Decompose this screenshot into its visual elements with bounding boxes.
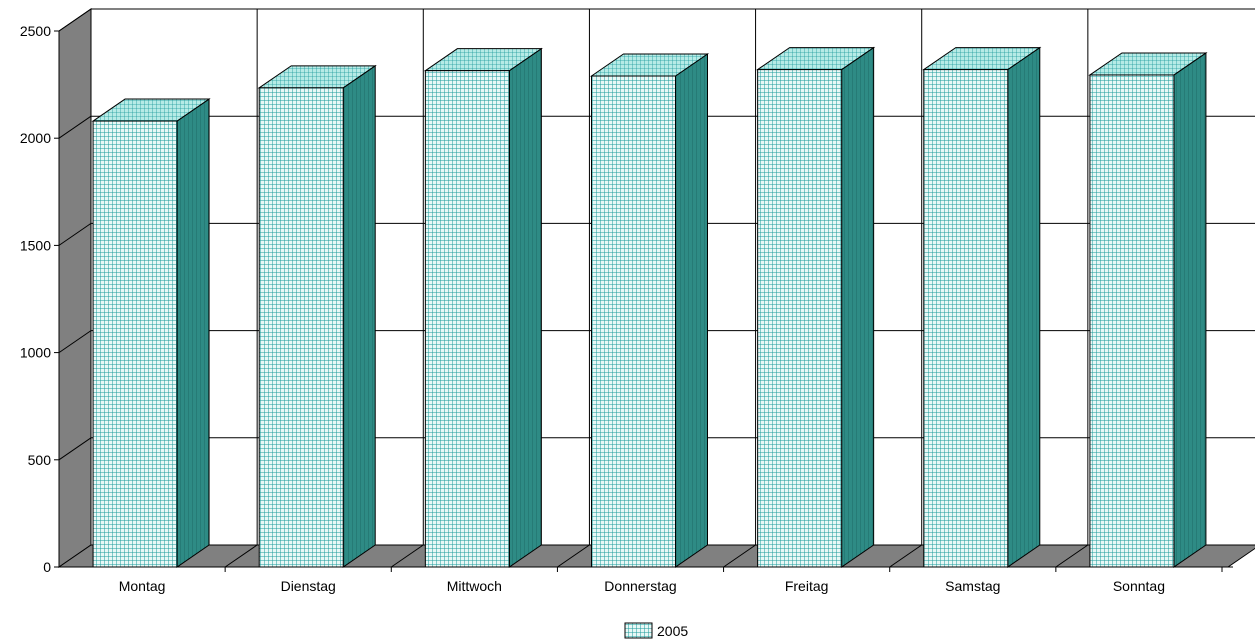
floor-divider <box>557 544 590 568</box>
legend: 2005 <box>624 622 688 639</box>
y-tick-label: 1500 <box>20 237 51 253</box>
floor-divider <box>391 544 424 568</box>
bar-series-2005 <box>91 46 1208 568</box>
bar-side <box>508 47 542 568</box>
floor-divider <box>889 544 922 568</box>
floor-divider <box>224 544 258 568</box>
gridline-side <box>58 222 92 246</box>
bar-freitag <box>756 46 876 568</box>
bar-front <box>591 75 676 568</box>
x-tick-label-dienstag: Dienstag <box>281 578 336 594</box>
bar-side <box>342 64 376 568</box>
x-tick-label-freitag: Freitag <box>785 578 829 594</box>
bar-dienstag <box>257 64 377 568</box>
legend-swatch-2005 <box>624 622 653 639</box>
y-axis-tick-labels: 0 500 1000 1500 2000 2500 <box>20 23 59 575</box>
y-tick-label: 2000 <box>20 130 51 146</box>
bar-samstag <box>922 46 1042 568</box>
y-tick-label: 2500 <box>20 23 51 39</box>
y-tick-label: 0 <box>43 559 51 575</box>
bar-front <box>258 87 344 568</box>
bar-side <box>1173 52 1207 568</box>
bar-sonntag <box>1088 52 1208 568</box>
bar-side <box>675 53 708 568</box>
floor-divider <box>1055 544 1089 568</box>
bar-front <box>923 69 1009 568</box>
side-wall <box>58 8 92 568</box>
bar-side <box>1007 46 1041 568</box>
x-tick-label-mittwoch: Mittwoch <box>447 578 502 594</box>
legend-label-2005: 2005 <box>657 623 688 639</box>
bar-front <box>424 70 510 568</box>
bar-mittwoch <box>423 47 543 568</box>
x-tick-label-sonntag: Sonntag <box>1113 578 1165 594</box>
bar-donnerstag <box>589 53 710 568</box>
bar-side <box>176 98 210 568</box>
gridline-side <box>58 8 92 32</box>
gridline-side <box>58 115 92 139</box>
x-axis-tick-labels: Montag Dienstag Mittwoch Donnerstag Freitag S… <box>119 567 1223 594</box>
bar-front <box>92 120 178 568</box>
y-tick-label: 1000 <box>20 345 51 361</box>
x-tick-label-montag: Montag <box>119 578 166 594</box>
bar-side <box>841 46 875 568</box>
bar-front <box>757 69 843 568</box>
x-tick-label-samstag: Samstag <box>945 578 1000 594</box>
bar-montag <box>91 98 211 568</box>
gridline-side <box>58 437 92 461</box>
x-tick-label-donnerstag: Donnerstag <box>604 578 676 594</box>
bar-front <box>1089 74 1175 568</box>
y-tick-label: 500 <box>28 452 52 468</box>
floor-divider <box>723 544 756 568</box>
axes <box>58 31 1233 568</box>
gridline-side <box>58 330 92 354</box>
